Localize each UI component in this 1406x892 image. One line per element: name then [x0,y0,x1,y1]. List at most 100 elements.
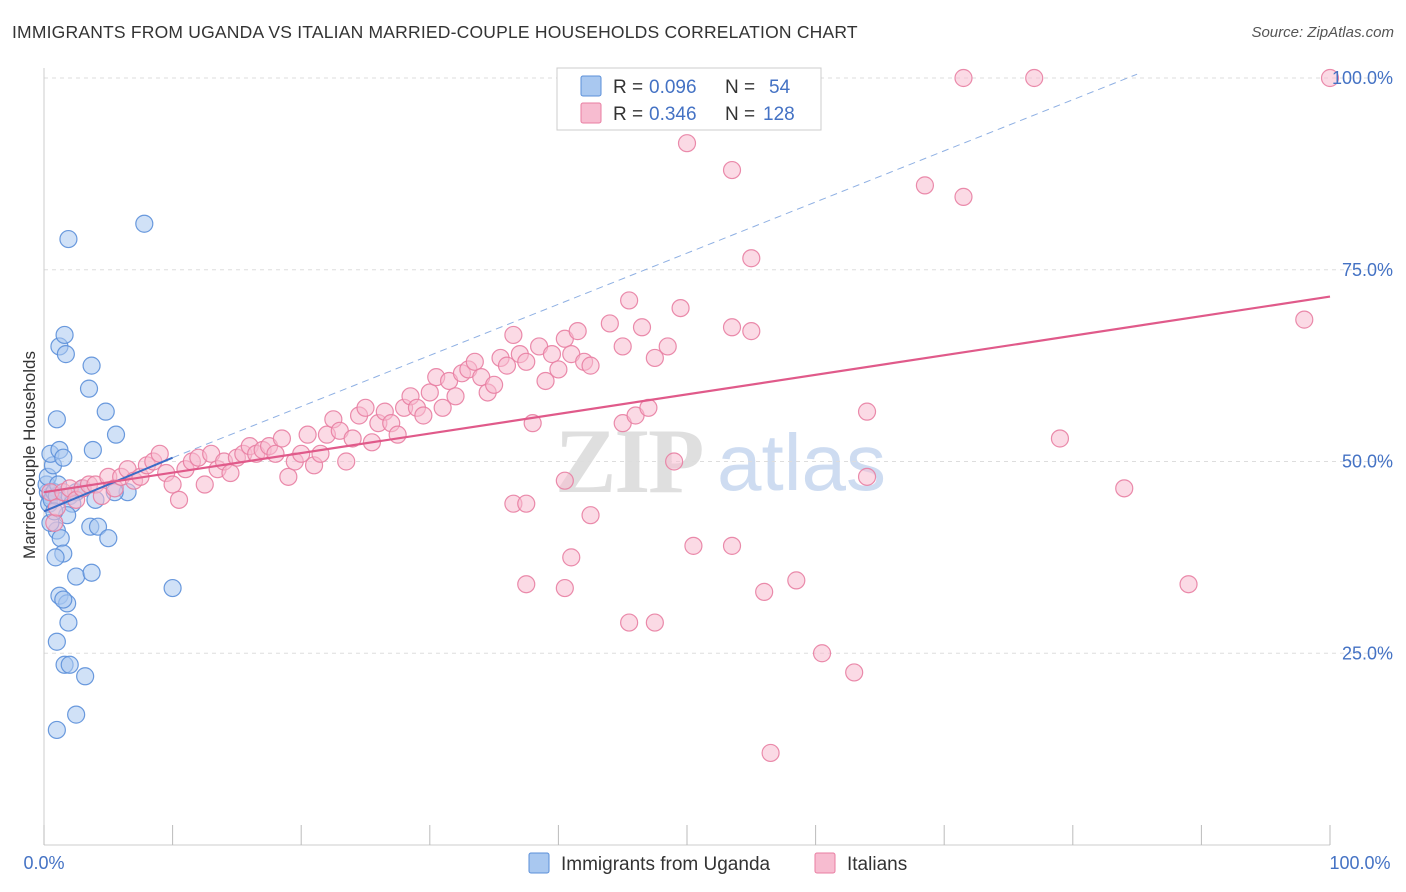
legend-swatch-blue [580,75,602,97]
italians-point [684,536,703,555]
watermark-atlas: atlas [717,418,886,507]
uganda-point [88,517,108,536]
italians-point [761,743,780,763]
y-tick-label: 100.0% [1332,68,1393,88]
source-label: Source: ZipAtlas.com [1251,24,1394,41]
legend-n-value-pink: 128 [763,104,795,125]
bottom-legend-label-uganda: Immigrants from Uganda [561,854,771,875]
uganda-point [54,590,73,609]
italians-point [645,613,664,632]
italians-point [665,452,684,471]
legend-n-value-blue: 54 [769,77,791,98]
bottom-legend-label-italians: Italians [847,854,907,875]
uganda-point [51,529,70,548]
italians-point [600,314,619,333]
gridlines [44,77,1390,654]
legend-r-value-pink: 0.346 [649,104,697,125]
y-tick-labels: 25.0% 50.0% 75.0% 100.0% [1332,68,1393,663]
uganda-point [83,440,102,460]
italians-point [414,406,433,425]
italians-point [632,318,652,337]
y-tick-label: 75.0% [1342,260,1393,280]
italians-point [266,444,285,463]
italians-point [1115,479,1134,498]
italians-point [722,536,742,555]
italians-point [517,352,536,371]
italians-point [279,467,298,486]
x-tick-labels: 0.0% 100.0% [23,853,1390,873]
italians-trend-line [43,295,1331,494]
italians-point [954,68,973,88]
uganda-point [82,356,101,375]
italians-point [581,506,600,525]
italians-point [542,345,562,364]
italians-point [857,402,877,421]
italians-point [549,360,568,379]
italians-point [645,348,664,368]
italians-point [755,582,774,601]
italians-point [722,318,742,337]
italians-point [671,299,690,318]
italians-point [742,322,761,341]
italians-point [787,571,806,590]
italians-point [568,322,587,341]
italians-point [169,490,189,509]
italians-point [1050,429,1070,448]
italians-point [613,337,632,356]
italians-point [446,387,465,406]
italians-point [298,425,317,444]
italians-point [954,187,973,206]
italians-point [536,371,555,391]
italians-point [581,356,600,375]
italians-point [221,463,240,483]
italians-point [343,429,362,448]
y-axis-label: Married-couple Households [20,351,39,559]
legend-r-label-pink: R = [613,104,643,125]
uganda-point [59,613,78,632]
bottom-legend-swatch-italians [814,852,836,874]
italians-point [195,475,214,494]
uganda-point [163,578,182,598]
italians-point [337,452,356,471]
legend-r-value-blue: 0.096 [649,77,697,98]
uganda-point [54,448,73,467]
uganda-point [99,529,118,548]
uganda-point [135,214,154,233]
uganda-trend-line [43,456,173,513]
uganda-point [96,402,115,421]
italians-point [620,291,639,310]
chart-title: IMMIGRANTS FROM UGANDA VS ITALIAN MARRIE… [12,22,858,42]
uganda-point [67,705,86,724]
uganda-point [59,229,78,249]
uganda-point [82,563,101,582]
italians-point [517,575,536,594]
uganda-point [47,720,66,740]
y-tick-label: 25.0% [1342,643,1393,663]
italians-point [562,548,581,567]
italians-point [465,352,484,371]
italians-point [485,375,504,394]
italians-point [1179,575,1198,594]
trendlines [43,73,1331,513]
italians-point [658,337,677,356]
italians-point [388,425,407,444]
italians-point [497,356,517,375]
italians-point [677,134,697,153]
bottom-legend-swatch-uganda [528,852,550,874]
italians-point [555,578,574,598]
uganda-point [56,345,75,364]
italians-point [620,613,639,632]
italians-point [722,160,742,180]
uganda-point [60,655,79,674]
italians-point [433,398,452,417]
y-tick-label: 50.0% [1342,452,1393,472]
uganda-point [106,425,126,444]
italians-point [1295,310,1314,329]
x-tick-label-max: 100.0% [1329,853,1390,873]
italians-point [555,471,574,490]
legend-n-label-blue: N = [725,77,755,98]
stats-legend: R = 0.096 N = 54 R = 0.346 N = 128 [556,67,822,131]
italians-point [845,663,864,682]
italians-point [163,475,182,494]
